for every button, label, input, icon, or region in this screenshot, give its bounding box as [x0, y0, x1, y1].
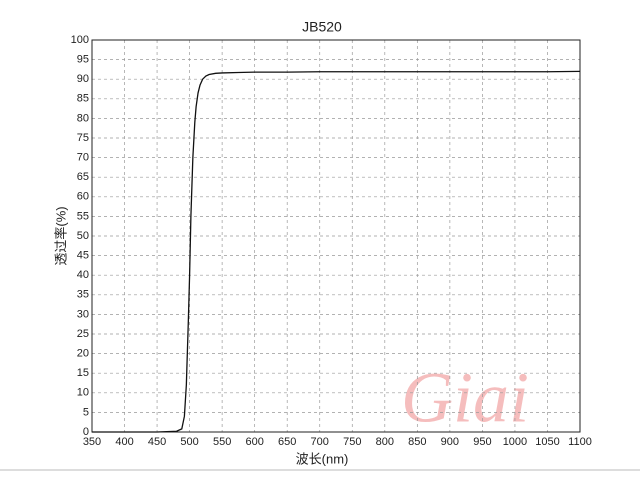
y-axis-label: 透过率(%) [53, 206, 68, 265]
x-tick-label: 600 [245, 436, 263, 448]
x-tick-label: 750 [343, 436, 361, 448]
y-tick-label: 5 [83, 406, 89, 418]
y-tick-label: 30 [77, 308, 89, 320]
x-tick-label: 350 [83, 436, 101, 448]
x-tick-label: 550 [213, 436, 231, 448]
y-tick-label: 15 [77, 367, 89, 379]
y-tick-label: 55 [77, 210, 89, 222]
plot-frame [91, 39, 581, 433]
x-tick-label: 400 [115, 436, 133, 448]
y-tick-label: 100 [71, 34, 89, 46]
x-tick-label: 900 [441, 436, 459, 448]
y-tick-label: 35 [77, 289, 89, 301]
y-tick-label: 50 [77, 230, 89, 242]
x-tick-label: 700 [311, 436, 329, 448]
y-tick-label: 60 [77, 191, 89, 203]
y-tick-label: 20 [77, 348, 89, 360]
chart-title: JB520 [302, 19, 342, 35]
y-tick-label: 10 [77, 387, 89, 399]
x-tick-label: 650 [278, 436, 296, 448]
y-tick-label: 85 [77, 93, 89, 105]
y-tick-label: 70 [77, 152, 89, 164]
y-tick-label: 75 [77, 132, 89, 144]
x-tick-label: 800 [376, 436, 394, 448]
x-tick-label: 450 [148, 436, 166, 448]
x-tick-label: 1000 [503, 436, 527, 448]
y-tick-label: 95 [77, 54, 89, 66]
y-tick-label: 90 [77, 73, 89, 85]
x-axis-label: 波长(nm) [296, 451, 349, 466]
y-tick-label: 0 [83, 426, 89, 438]
x-tick-label: 950 [473, 436, 491, 448]
y-tick-label: 65 [77, 171, 89, 183]
y-tick-label: 80 [77, 112, 89, 124]
data-line [92, 70, 581, 433]
x-tick-label: 500 [180, 436, 198, 448]
x-tick-label: 1100 [568, 436, 592, 448]
x-tick-label: 850 [408, 436, 426, 448]
x-tick-label: 1050 [535, 436, 559, 448]
y-tick-label: 25 [77, 328, 89, 340]
watermark: Giai [401, 358, 529, 438]
y-tick-label: 45 [77, 250, 89, 262]
y-tick-label: 40 [77, 269, 89, 281]
